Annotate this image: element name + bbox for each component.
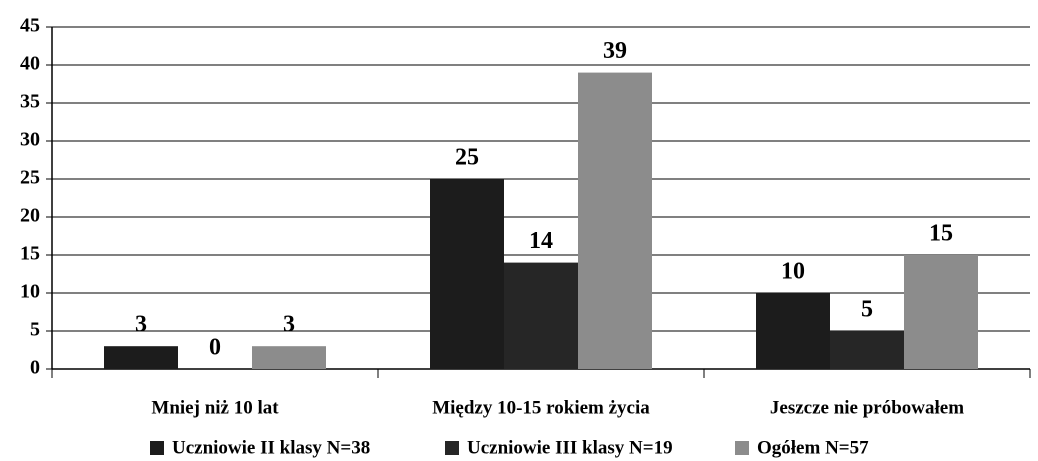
data-label: 3 bbox=[283, 312, 295, 338]
legend-label: Uczniowie III klasy N=19 bbox=[467, 437, 673, 458]
bar bbox=[252, 346, 326, 369]
data-label: 10 bbox=[781, 259, 805, 285]
bar bbox=[904, 255, 978, 369]
y-tick-label: 35 bbox=[20, 91, 40, 113]
data-label: 14 bbox=[529, 228, 553, 254]
legend-label: Uczniowie II klasy N=38 bbox=[172, 437, 370, 458]
legend-swatch bbox=[150, 441, 164, 455]
data-label: 3 bbox=[135, 312, 147, 338]
bar bbox=[578, 72, 652, 369]
data-label: 5 bbox=[861, 297, 873, 323]
legend-swatch bbox=[735, 441, 749, 455]
x-tick-label: Mniej niż 10 lat bbox=[151, 397, 279, 418]
data-label: 0 bbox=[209, 335, 221, 361]
legend-swatch bbox=[445, 441, 459, 455]
y-tick-label: 15 bbox=[20, 243, 40, 265]
y-tick-label: 40 bbox=[20, 53, 40, 75]
y-tick-label: 20 bbox=[20, 205, 40, 227]
x-tick-label: Między 10-15 rokiem życia bbox=[432, 397, 650, 418]
x-tick-label: Jeszcze nie próbowałem bbox=[770, 397, 964, 418]
y-tick-label: 0 bbox=[30, 357, 40, 379]
bar bbox=[756, 293, 830, 369]
y-tick-label: 30 bbox=[20, 129, 40, 151]
data-label: 25 bbox=[455, 145, 479, 171]
y-tick-label: 10 bbox=[20, 281, 40, 303]
legend-label: Ogółem N=57 bbox=[757, 437, 869, 458]
data-label: 15 bbox=[929, 221, 953, 247]
bar bbox=[104, 346, 178, 369]
bar bbox=[504, 262, 578, 369]
y-tick-label: 25 bbox=[20, 167, 40, 189]
data-label: 39 bbox=[603, 38, 627, 64]
bar bbox=[430, 179, 504, 369]
y-tick-label: 45 bbox=[20, 15, 40, 37]
y-tick-label: 5 bbox=[30, 319, 40, 341]
bar bbox=[830, 331, 904, 369]
